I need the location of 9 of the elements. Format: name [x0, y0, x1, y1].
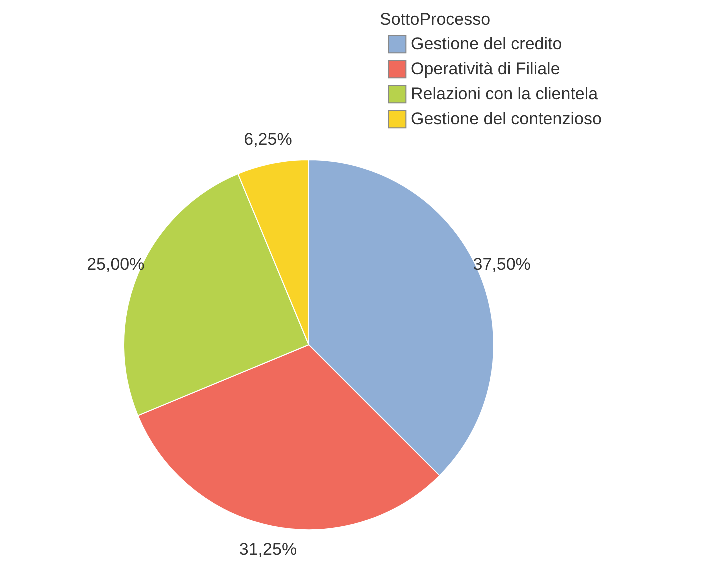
- legend-title: SottoProcesso: [380, 10, 491, 29]
- legend-label: Operatività di Filiale: [411, 60, 560, 78]
- data-label: 31,25%: [239, 540, 298, 559]
- legend-label: Gestione del credito: [411, 34, 562, 54]
- data-label: 37,50%: [473, 255, 531, 274]
- legend-label: Gestione del contenzioso: [411, 110, 602, 128]
- legend-label: Relazioni con la clientela: [411, 84, 599, 104]
- data-label: 25,00%: [87, 255, 145, 274]
- data-label: 6,25%: [244, 130, 292, 150]
